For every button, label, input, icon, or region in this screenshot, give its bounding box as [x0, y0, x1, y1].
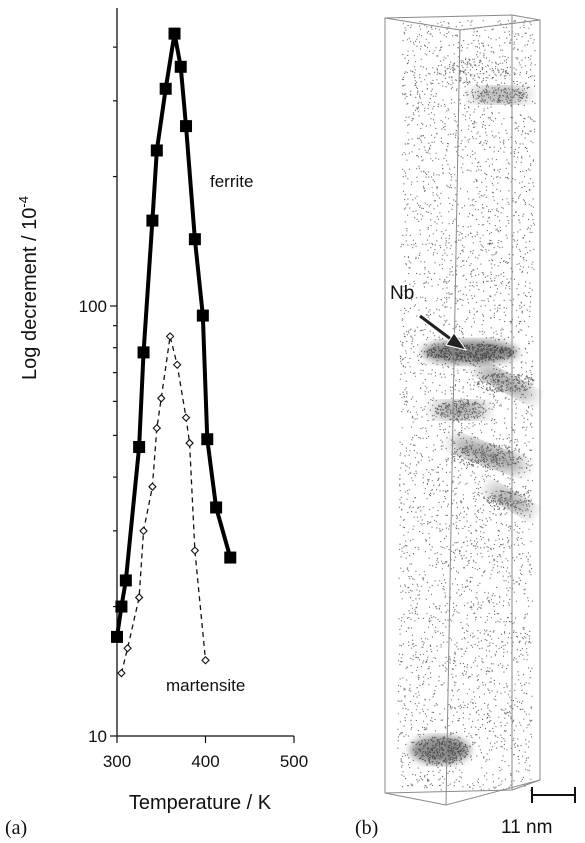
ferrite-point [196, 309, 209, 322]
ferrite-point [150, 144, 163, 157]
ferrite-annotation: ferrite [210, 172, 253, 191]
frame-edge [511, 779, 541, 791]
ferrite-point [119, 574, 132, 587]
ferrite-point [133, 440, 146, 453]
x-axis-label: Temperature / K [129, 792, 272, 814]
ferrite-point [159, 82, 172, 95]
scale-bar-label: 11 nm [501, 817, 552, 838]
martensite-point [165, 332, 175, 341]
ferrite-point [180, 120, 193, 133]
cluster-top [470, 87, 530, 103]
nb-arrow [418, 313, 468, 351]
martensite-point [181, 413, 191, 422]
cluster-regions [410, 87, 536, 764]
ferrite-point [146, 214, 159, 227]
x-tick-label: 400 [191, 752, 219, 771]
series-layer [111, 27, 237, 678]
ferrite-point [111, 630, 123, 643]
ferrite-point [115, 600, 128, 613]
ferrite-point [201, 433, 214, 446]
martensite-point [172, 360, 182, 370]
martensite-annotation: martensite [166, 676, 245, 695]
y-axis: 10 100 [79, 8, 118, 746]
martensite-point [152, 423, 162, 433]
martensite-point [156, 394, 166, 403]
ferrite-point [168, 27, 181, 40]
cluster-band [432, 401, 488, 419]
cluster-bottom [410, 736, 470, 764]
martensite-point [190, 546, 200, 555]
x-tick-label: 500 [280, 752, 308, 771]
atom-dots [397, 20, 536, 792]
scale-bar [531, 787, 576, 803]
panel-b-label: (b) [355, 817, 378, 839]
ferrite-point [224, 551, 237, 564]
martensite-point [134, 593, 144, 602]
martensite-point [185, 438, 194, 448]
arrow-head [445, 332, 468, 351]
cluster-band [450, 438, 526, 472]
martensite-point [148, 482, 157, 491]
ferrite-series-line [115, 31, 233, 638]
y-tick-label: 10 [88, 727, 107, 746]
cluster-band [474, 364, 536, 400]
panel-b-atom-map: Nb 11 nm (b) [355, 14, 576, 839]
y-axis-label: Log decrement / 10-4 [16, 196, 41, 380]
ferrite-point [174, 60, 187, 73]
y-tick-label: 100 [79, 297, 107, 316]
martensite-point [117, 668, 126, 678]
panel-a-chart: 10 100 300 400 500 Log decrement / 10-4 Tem… [5, 8, 308, 839]
x-tick-label: 300 [103, 752, 131, 771]
martensite-point [123, 643, 132, 653]
martensite-point [139, 526, 148, 536]
nb-label: Nb [390, 283, 414, 304]
frame-edge [384, 17, 461, 31]
panel-a-label: (a) [5, 817, 27, 839]
frame-edge [384, 792, 447, 806]
ferrite-point [137, 346, 150, 359]
x-axis: 300 400 500 [103, 735, 308, 771]
frame-edge [511, 14, 541, 21]
reconstruction-frame [384, 14, 541, 806]
ferrite-point [188, 233, 201, 246]
arrow-shaft [419, 314, 453, 342]
atom-point-cloud [397, 20, 536, 792]
ferrite-point [210, 501, 223, 514]
cluster-band [487, 485, 533, 515]
martensite-point [201, 656, 210, 665]
nb-cluster [422, 340, 518, 364]
